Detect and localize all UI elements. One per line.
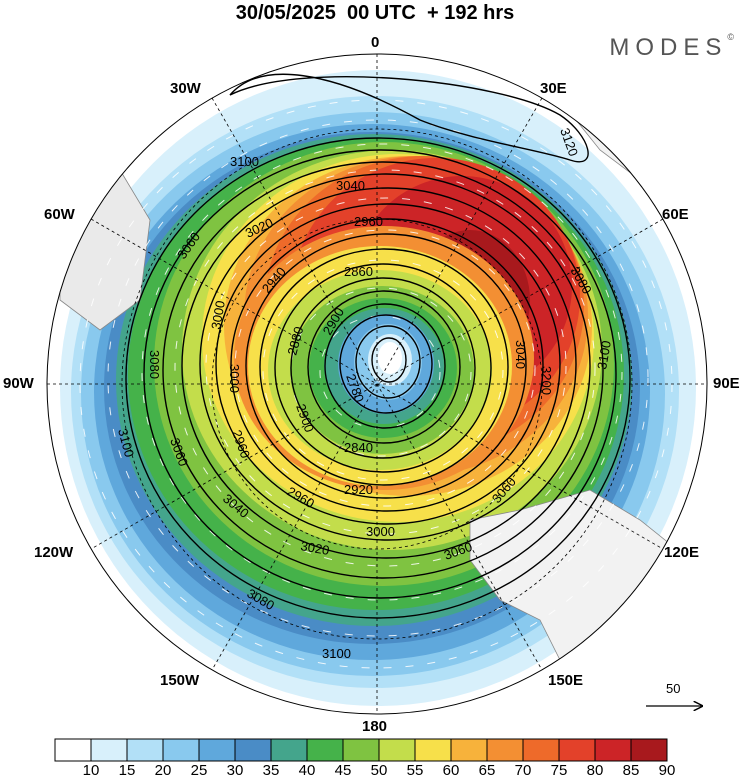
colorbar-tick-label: 50 bbox=[370, 762, 388, 779]
lon-label-30w: 30W bbox=[170, 80, 201, 97]
graticule bbox=[47, 54, 707, 714]
colorbar-swatch bbox=[378, 738, 416, 762]
lon-label-150w: 150W bbox=[160, 672, 200, 689]
map-boundary bbox=[46, 53, 708, 715]
colorbar-tick-label: 35 bbox=[262, 762, 280, 779]
brand-text: MODES bbox=[609, 34, 728, 61]
colorbar-swatch bbox=[270, 738, 308, 762]
colorbar-swatch bbox=[54, 738, 92, 762]
colorbar-swatch bbox=[234, 738, 272, 762]
colorbar-swatch bbox=[522, 738, 560, 762]
colorbar-tick-label: 70 bbox=[514, 762, 532, 779]
colorbar-tick-label: 15 bbox=[118, 762, 136, 779]
colorbar-swatch bbox=[342, 738, 380, 762]
contour-label: 3000 bbox=[227, 364, 242, 393]
lon-label-30e: 30E bbox=[540, 80, 567, 97]
lon-label-60w: 60W bbox=[44, 206, 75, 223]
colorbar-tick-label: 80 bbox=[586, 762, 604, 779]
colorbar-swatch bbox=[558, 738, 596, 762]
lon-label-120w: 120W bbox=[34, 544, 74, 561]
contour-label: 3100 bbox=[594, 339, 614, 370]
lon-label-60e: 60E bbox=[662, 206, 689, 223]
contour-label: 2960 bbox=[354, 214, 383, 229]
height-contours bbox=[125, 73, 631, 619]
contour-label: 3100 bbox=[322, 646, 351, 661]
colorbar-tick-label: 55 bbox=[406, 762, 424, 779]
lon-label-180: 180 bbox=[362, 718, 388, 735]
contour-label: 2860 bbox=[344, 264, 373, 279]
colorbar-tick-label: 60 bbox=[442, 762, 460, 779]
contour-label: 3100 bbox=[230, 154, 259, 169]
colorbar-tick-label: 90 bbox=[658, 762, 676, 779]
contour-label: 3000 bbox=[366, 524, 395, 539]
brand-logo: MODES© bbox=[609, 32, 734, 62]
contour-label: 2840 bbox=[344, 440, 373, 455]
lon-label-120e: 120E bbox=[664, 544, 700, 561]
colorbar-swatch bbox=[162, 738, 200, 762]
colorbar-swatch bbox=[90, 738, 128, 762]
lon-label-0: 0 bbox=[371, 34, 380, 51]
colorbar-tick-label: 85 bbox=[622, 762, 640, 779]
contour-label: 3100 bbox=[115, 427, 137, 459]
reference-vector-label: 50 bbox=[666, 681, 681, 696]
colorbar-tick-label: 75 bbox=[550, 762, 568, 779]
colorbar-swatch bbox=[486, 738, 524, 762]
contour-label: 3040 bbox=[513, 340, 528, 369]
contour-label: 3020 bbox=[299, 538, 330, 558]
colorbar-swatch bbox=[594, 738, 632, 762]
colorbar-tick-label: 20 bbox=[154, 762, 172, 779]
colorbar-tick-label: 40 bbox=[298, 762, 316, 779]
colorbar-swatch bbox=[414, 738, 452, 762]
map-title: 30/05/2025 00 UTC + 192 hrs bbox=[235, 2, 515, 24]
colorbar-tick-label: 65 bbox=[478, 762, 496, 779]
colorbar-swatch bbox=[630, 738, 668, 762]
copyright-mark: © bbox=[727, 32, 734, 42]
colorbar bbox=[54, 738, 668, 762]
lon-label-150e: 150E bbox=[548, 672, 584, 689]
contour-label: 3040 bbox=[336, 178, 365, 193]
colorbar-swatch bbox=[126, 738, 164, 762]
contour-label: 3080 bbox=[147, 350, 162, 379]
colorbar-tick-label: 45 bbox=[334, 762, 352, 779]
contour-label: 2920 bbox=[344, 482, 373, 497]
reference-vector bbox=[646, 700, 706, 712]
colorbar-swatch bbox=[198, 738, 236, 762]
wind-vectors bbox=[79, 99, 673, 669]
colorbar-tick-label: 25 bbox=[190, 762, 208, 779]
contour-label: 3200 bbox=[539, 366, 554, 395]
contour-label: 3000 bbox=[208, 299, 228, 330]
colorbar-tick-label: 30 bbox=[226, 762, 244, 779]
contour-label: 2880 bbox=[284, 325, 306, 357]
colorbar-swatch bbox=[450, 738, 488, 762]
colorbar-swatch bbox=[306, 738, 344, 762]
lon-label-90e: 90E bbox=[713, 375, 740, 392]
colorbar-tick-label: 10 bbox=[82, 762, 100, 779]
lon-label-90w: 90W bbox=[3, 375, 34, 392]
